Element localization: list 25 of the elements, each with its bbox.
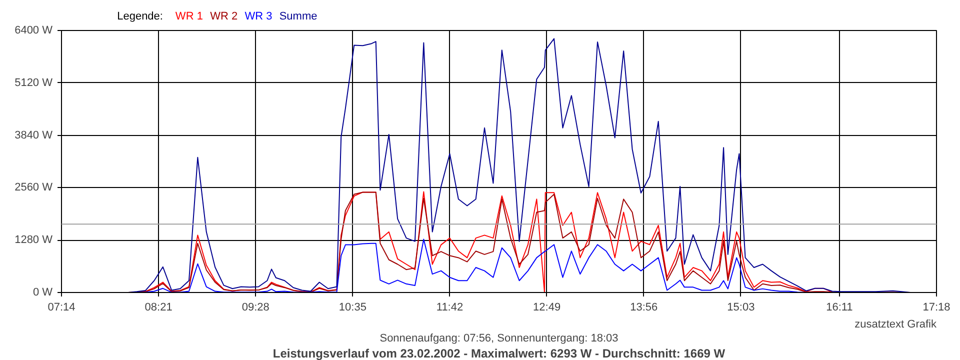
y-tick-label: 2560 W	[14, 182, 54, 194]
text: Summe	[279, 10, 318, 22]
y-tick-label: 3840 W	[14, 129, 54, 142]
y-tick-label: 1280 W	[14, 234, 54, 246]
x-tick-label: 16:11	[826, 302, 853, 314]
y-tick-label: 6400 W	[14, 24, 54, 36]
x-tick-label: 09:28	[242, 302, 270, 314]
x-tick-label: 13:56	[630, 302, 658, 314]
text: WR 3	[244, 10, 272, 22]
x-tick-label: 07:14	[48, 302, 76, 314]
text: zusatztext Grafik	[854, 318, 937, 330]
text: WR 2	[210, 10, 238, 22]
text: Sonnenaufgang: 07:56, Sonnenuntergang: 18:03	[380, 332, 618, 344]
x-tick-label: 17:18	[922, 302, 950, 314]
y-tick-label: 0 W	[32, 286, 54, 298]
text: WR 1	[175, 10, 203, 22]
legend-title: Legende:	[117, 10, 163, 22]
x-tick-label: 11:42	[436, 302, 464, 314]
x-tick-label: 08:21	[144, 302, 172, 314]
text: Leistungsverlauf vom 23.02.2002 - Maximalwert: 6293 W - Durchschnitt: 1669 W	[272, 346, 726, 360]
x-tick-label: 10:35	[338, 302, 366, 314]
x-tick-label: 15:03	[727, 302, 755, 314]
y-tick-label: 5120 W	[14, 76, 54, 89]
x-tick-label: 12:49	[533, 302, 561, 314]
line-series	[128, 38, 911, 292]
